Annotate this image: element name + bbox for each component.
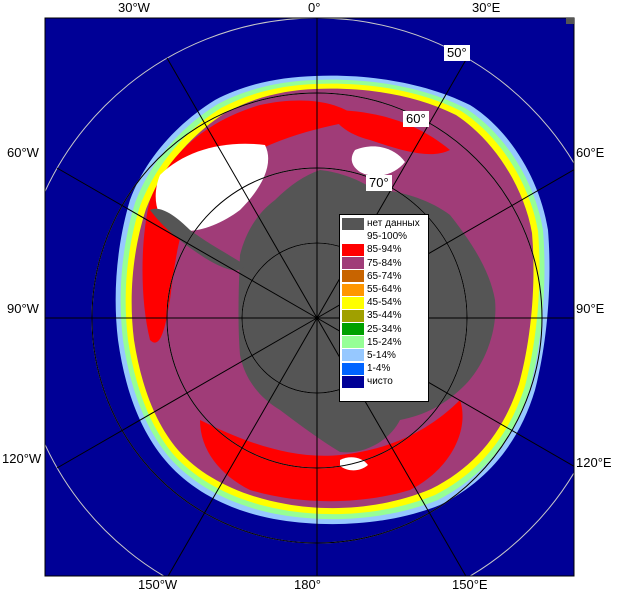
lon-label-left-120w: 120°W	[2, 451, 42, 466]
legend-row: 35-44%	[342, 309, 428, 322]
legend-label: чисто	[367, 376, 393, 388]
legend-swatch	[342, 270, 364, 283]
lon-label-top-0: 0°	[308, 0, 321, 15]
legend-row: 85-94%	[342, 243, 428, 256]
legend-swatch	[342, 257, 364, 270]
legend-row: 65-74%	[342, 270, 428, 283]
legend-label: 35-44%	[367, 310, 402, 322]
legend-swatch	[342, 309, 364, 322]
legend-label: 1-4%	[367, 363, 391, 375]
antarctic-peninsula	[150, 208, 245, 271]
legend-row: 5-14%	[342, 349, 428, 362]
ice-full-west	[155, 143, 269, 232]
lon-label-right-120e: 120°E	[576, 455, 612, 470]
lon-label-bottom-150w: 150°W	[138, 577, 178, 592]
legend-label: 45-54%	[367, 297, 402, 309]
legend-label: 15-24%	[367, 336, 402, 348]
legend-row: 95-100%	[342, 230, 428, 243]
lon-label-bottom-180: 180°	[294, 577, 321, 592]
legend-row: 1-4%	[342, 362, 428, 375]
lon-label-top-30e: 30°E	[472, 0, 501, 15]
ice-full-north	[351, 146, 405, 176]
legend-label: 85-94%	[367, 244, 402, 256]
latitude-circles	[91, 92, 543, 544]
lon-label-top-30w: 30°W	[118, 0, 150, 15]
ice-high-south	[200, 400, 463, 502]
legend-swatch	[342, 362, 364, 375]
legend-label: 75-84%	[367, 257, 402, 269]
lon-label-bottom-150e: 150°E	[452, 577, 488, 592]
lat-label-60: 60°	[403, 111, 429, 127]
legend-row: 15-24%	[342, 336, 428, 349]
legend-swatch	[342, 375, 364, 388]
legend-row: нет данных	[342, 217, 428, 230]
legend-swatch	[342, 230, 364, 243]
legend-row: чисто	[342, 375, 428, 388]
legend: нет данных 95-100% 85-94% 75-84% 65-74% 55-64…	[339, 214, 429, 402]
lon-label-left-60w: 60°W	[7, 145, 39, 160]
lon-label-right-90e: 90°E	[576, 301, 605, 316]
legend-swatch	[342, 217, 364, 230]
legend-swatch	[342, 323, 364, 336]
lat-label-70: 70°	[366, 175, 392, 191]
legend-row: 75-84%	[342, 257, 428, 270]
legend-swatch	[342, 243, 364, 256]
lon-label-left-90w: 90°W	[7, 301, 39, 316]
lat-label-50: 50°	[444, 45, 470, 61]
legend-swatch	[342, 349, 364, 362]
legend-swatch	[342, 283, 364, 296]
legend-label: нет данных	[367, 218, 420, 230]
legend-swatch	[342, 336, 364, 349]
legend-label: 55-64%	[367, 284, 402, 296]
lon-label-right-60e: 60°E	[576, 145, 605, 160]
legend-label: 25-34%	[367, 323, 402, 335]
legend-swatch	[342, 296, 364, 309]
legend-row: 45-54%	[342, 296, 428, 309]
legend-label: 95-100%	[367, 231, 408, 243]
legend-label: 5-14%	[367, 349, 396, 361]
ice-high-north	[330, 110, 450, 155]
legend-label: 65-74%	[367, 270, 402, 282]
legend-row: 25-34%	[342, 323, 428, 336]
legend-row: 55-64%	[342, 283, 428, 296]
